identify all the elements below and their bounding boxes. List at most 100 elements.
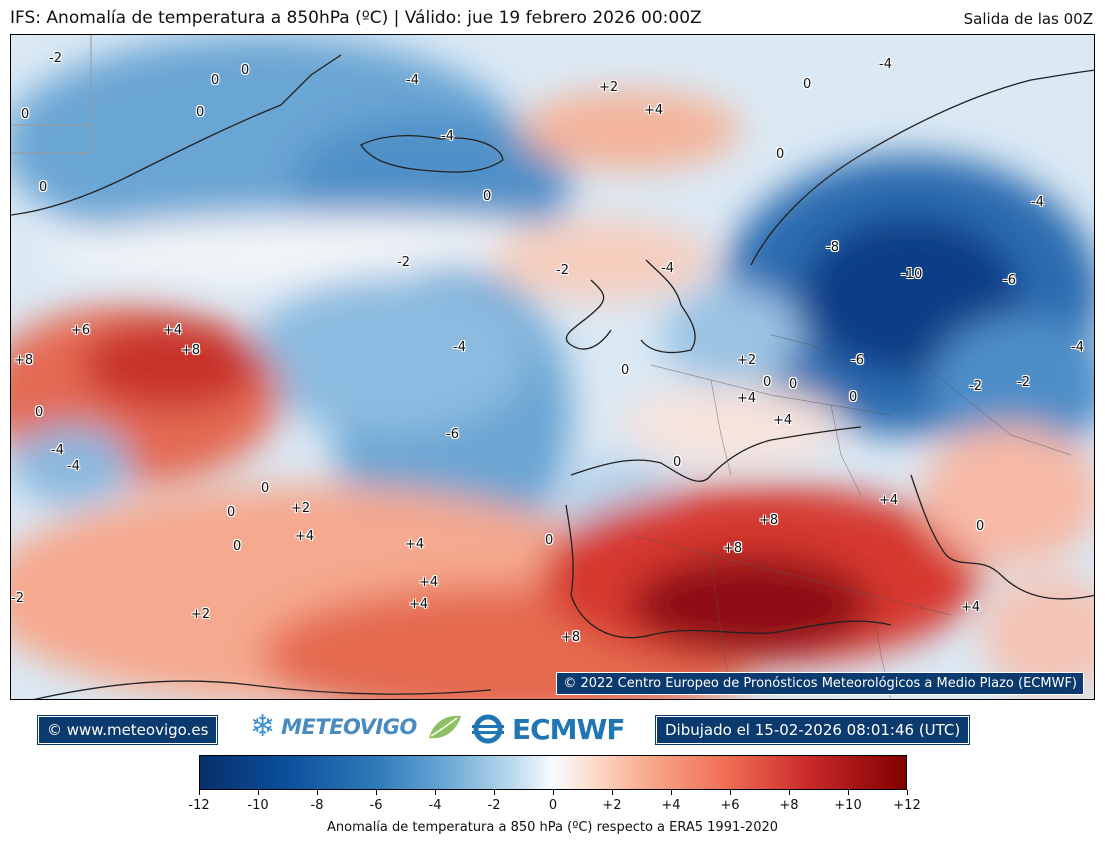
- colorbar-tick-label: -12: [188, 798, 210, 813]
- contour-label: +4: [295, 529, 315, 544]
- contour-label: -4: [51, 443, 64, 458]
- colorbar-tick-mark: [258, 790, 259, 795]
- colorbar-tick-mark: [730, 790, 731, 795]
- model-run-label: Salida de las 00Z: [963, 10, 1093, 28]
- colorbar-tick-mark: [789, 790, 790, 795]
- contour-label: +4: [409, 597, 429, 612]
- contour-label: 0: [39, 180, 48, 195]
- coastlines: [11, 54, 1094, 699]
- contour-label: +4: [879, 493, 899, 508]
- snowflake-icon: ❄: [250, 709, 276, 744]
- contour-label: +2: [291, 501, 311, 516]
- contour-label: +8: [723, 541, 743, 556]
- colorbar-tick-mark: [671, 790, 672, 795]
- contour-label: +4: [961, 600, 981, 615]
- colorbar-tick-mark: [317, 790, 318, 795]
- contour-label: 0: [233, 539, 242, 554]
- colorbar-tick-label: -2: [487, 798, 501, 813]
- contour-label: +2: [737, 353, 757, 368]
- contour-label: +4: [737, 391, 757, 406]
- colorbar-tick-label: +8: [779, 798, 799, 813]
- contour-label: +6: [71, 323, 91, 338]
- contour-label: 0: [673, 455, 682, 470]
- meteovigo-site-badge[interactable]: © www.meteovigo.es: [36, 715, 219, 745]
- leaf-icon: [428, 715, 461, 739]
- colorbar-tick-label: +10: [834, 798, 862, 813]
- colorbar-tick-label: -6: [369, 798, 383, 813]
- contour-label: -10: [901, 267, 923, 282]
- contour-label: 0: [621, 363, 630, 378]
- contour-label: 0: [849, 390, 858, 405]
- contour-label: -6: [1003, 273, 1016, 288]
- colorbar-tick-label: +2: [602, 798, 622, 813]
- colorbar-tick-mark: [376, 790, 377, 795]
- colorbar-tick-label: +4: [661, 798, 681, 813]
- meteovigo-logo-text: METEOVIGO: [281, 715, 417, 739]
- contour-label: +8: [14, 353, 34, 368]
- contour-label: 0: [211, 73, 220, 88]
- contour-label: -2: [11, 591, 24, 606]
- contour-label: -4: [453, 340, 466, 355]
- contour-label: -4: [661, 261, 674, 276]
- contour-label: 0: [21, 107, 30, 122]
- contour-label: +8: [759, 513, 779, 528]
- inset-lines: [11, 35, 92, 154]
- contour-label: 0: [776, 147, 785, 162]
- ecmwf-symbol-icon: [472, 714, 504, 744]
- contour-label: -2: [397, 255, 410, 270]
- contour-label: -6: [446, 427, 459, 442]
- contour-label: -4: [879, 57, 892, 72]
- contour-label: +4: [644, 103, 664, 118]
- contour-label: 0: [789, 377, 798, 392]
- anomaly-map[interactable]: -2 0 -4 +2 +4 0 -4 -4 0 0 0 0 0 -2 -4 0 …: [10, 34, 1095, 700]
- colorbar-tick-mark: [907, 790, 908, 795]
- contour-label: +4: [419, 575, 439, 590]
- contour-label: -2: [1017, 375, 1030, 390]
- colorbar-tick-label: +6: [720, 798, 740, 813]
- contour-label: -4: [406, 73, 419, 88]
- colorbar-tick-label: -8: [310, 798, 324, 813]
- ecmwf-logo: ECMWF: [468, 710, 626, 748]
- drawn-timestamp-badge: Dibujado el 15-02-2026 08:01:46 (UTC): [654, 715, 971, 745]
- contour-label: -4: [67, 459, 80, 474]
- map-canvas: [11, 35, 1094, 699]
- contour-label: 0: [976, 519, 985, 534]
- contour-label: 0: [35, 405, 44, 420]
- contour-label: -4: [441, 129, 454, 144]
- colorbar-tick-mark: [435, 790, 436, 795]
- contour-label: 0: [227, 505, 236, 520]
- contour-label: -6: [851, 353, 864, 368]
- contour-label: -8: [826, 240, 839, 255]
- colorbar-tick-mark: [848, 790, 849, 795]
- contour-label: 0: [763, 375, 772, 390]
- contour-label: +4: [773, 413, 793, 428]
- colorbar-tick-mark: [553, 790, 554, 795]
- colorbar-tick-label: -4: [428, 798, 442, 813]
- contour-label: -4: [1031, 195, 1044, 210]
- contour-label: 0: [545, 533, 554, 548]
- contour-label: +2: [599, 80, 619, 95]
- contour-label: 0: [196, 105, 205, 120]
- map-title: IFS: Anomalía de temperatura a 850hPa (º…: [10, 8, 702, 28]
- colorbar-tick-label: +12: [893, 798, 921, 813]
- ecmwf-logo-text: ECMWF: [512, 712, 626, 746]
- ecmwf-copyright: © 2022 Centro Europeo de Pronósticos Met…: [556, 672, 1084, 695]
- contour-label: -2: [556, 263, 569, 278]
- colorbar-tick-label: -10: [247, 798, 269, 813]
- contour-label: +2: [191, 607, 211, 622]
- contour-label: -2: [49, 51, 62, 66]
- meteovigo-logo: ❄ METEOVIGO: [250, 706, 463, 748]
- colorbar-tick-mark: [199, 790, 200, 795]
- anomaly-field: [11, 35, 1094, 699]
- contour-label: 0: [803, 77, 812, 92]
- contour-label: -2: [969, 379, 982, 394]
- colorbar-label: Anomalía de temperatura a 850 hPa (ºC) r…: [326, 820, 779, 835]
- colorbar-tick-mark: [612, 790, 613, 795]
- contour-label: +4: [163, 323, 183, 338]
- contour-label: 0: [483, 189, 492, 204]
- contour-label: +8: [181, 343, 201, 358]
- contour-label: 0: [241, 63, 250, 78]
- colorbar-tick-mark: [494, 790, 495, 795]
- colorbar: [199, 755, 907, 790]
- contour-label: +8: [561, 630, 581, 645]
